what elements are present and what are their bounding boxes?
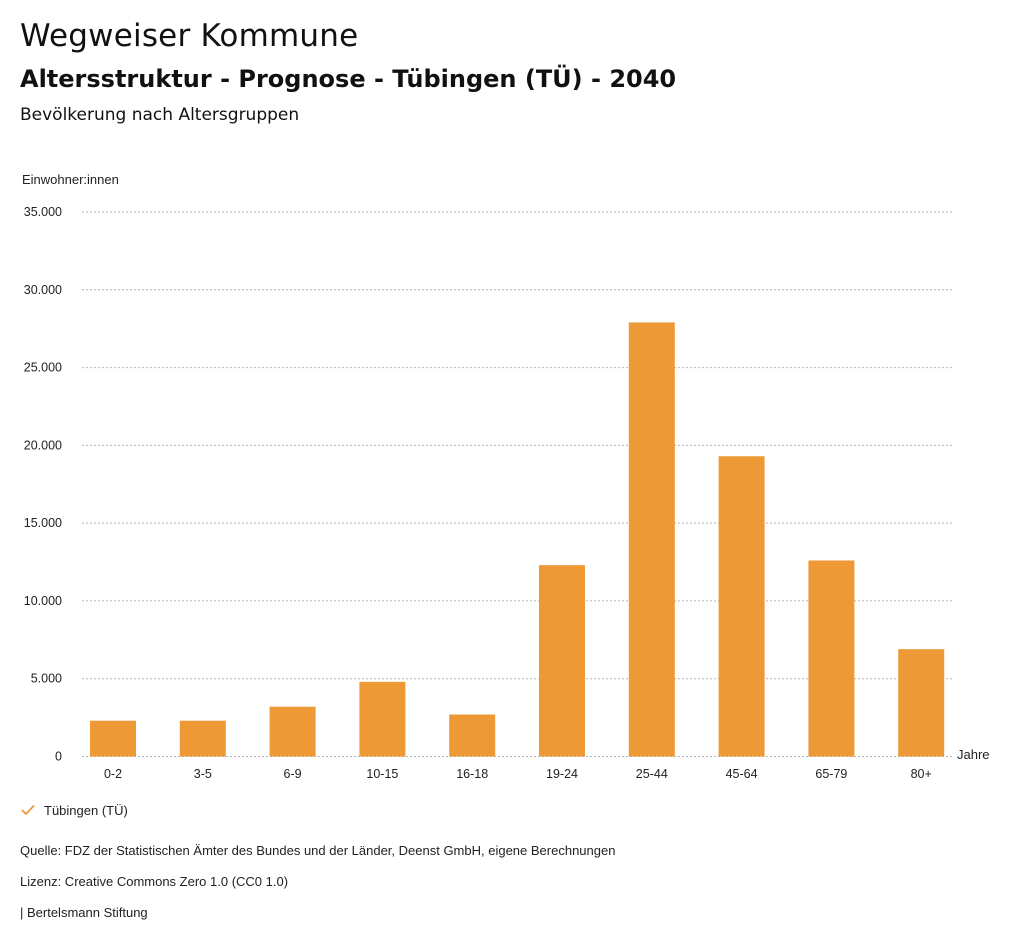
legend-item-tuebingen[interactable]: Tübingen (TÜ) — [20, 802, 128, 818]
x-axis-label: Jahre — [957, 747, 990, 762]
x-tick-label: 80+ — [911, 767, 932, 781]
gridlines — [82, 211, 952, 757]
source-note: Quelle: FDZ der Statistischen Ämter des … — [20, 843, 616, 858]
x-tick-label: 45-64 — [726, 767, 758, 781]
x-tick-label: 3-5 — [194, 767, 212, 781]
chart-title: Bevölkerung nach Altersgruppen — [20, 105, 300, 125]
x-tick-label: 6-9 — [284, 767, 302, 781]
bar-19-24[interactable] — [539, 565, 585, 757]
x-tick-label: 19-24 — [546, 767, 578, 781]
x-tick-label: 10-15 — [366, 767, 398, 781]
app-title: Wegweiser Kommune — [20, 18, 359, 54]
x-tick-label: 65-79 — [815, 767, 847, 781]
y-tick-label: 5.000 — [31, 672, 62, 686]
bar-16-18[interactable] — [449, 714, 496, 757]
bar-chart: Einwohner:innen 0 5.000 10.000 15.000 20.000… — [22, 172, 990, 781]
y-tick-labels: 0 5.000 10.000 15.000 20.000 25.000 30.000 35.0… — [24, 205, 62, 764]
y-tick-label: 15.000 — [24, 516, 62, 530]
bar-45-64[interactable] — [718, 456, 765, 757]
y-tick-label: 20.000 — [24, 438, 62, 452]
bar-6-9[interactable] — [269, 706, 316, 757]
y-tick-label: 30.000 — [24, 283, 62, 297]
x-tick-labels: 0-2 3-5 6-9 10-15 16-18 19-24 25-44 45-64 65-79 8… — [104, 767, 932, 781]
y-tick-label: 35.000 — [24, 205, 62, 219]
legend-label: Tübingen (TÜ) — [44, 802, 128, 818]
x-tick-label: 25-44 — [636, 767, 668, 781]
chart-subtitle: Altersstruktur - Prognose - Tübingen (TÜ… — [20, 65, 677, 93]
y-tick-label: 0 — [55, 750, 62, 764]
x-tick-label: 0-2 — [104, 767, 122, 781]
license-note: Lizenz: Creative Commons Zero 1.0 (CC0 1… — [20, 874, 289, 889]
check-icon — [21, 805, 35, 815]
y-axis-label: Einwohner:innen — [22, 172, 119, 187]
bar-0-2[interactable] — [90, 720, 136, 757]
publisher-note: | Bertelsmann Stiftung — [20, 905, 148, 920]
bar-25-44[interactable] — [628, 322, 675, 757]
bar-65-79[interactable] — [808, 560, 855, 757]
bar-80+[interactable] — [898, 649, 945, 757]
bar-3-5[interactable] — [179, 720, 226, 757]
y-tick-label: 25.000 — [24, 361, 62, 375]
y-tick-label: 10.000 — [24, 594, 62, 608]
bar-10-15[interactable] — [359, 681, 406, 757]
bars — [90, 322, 945, 757]
x-tick-label: 16-18 — [456, 767, 488, 781]
